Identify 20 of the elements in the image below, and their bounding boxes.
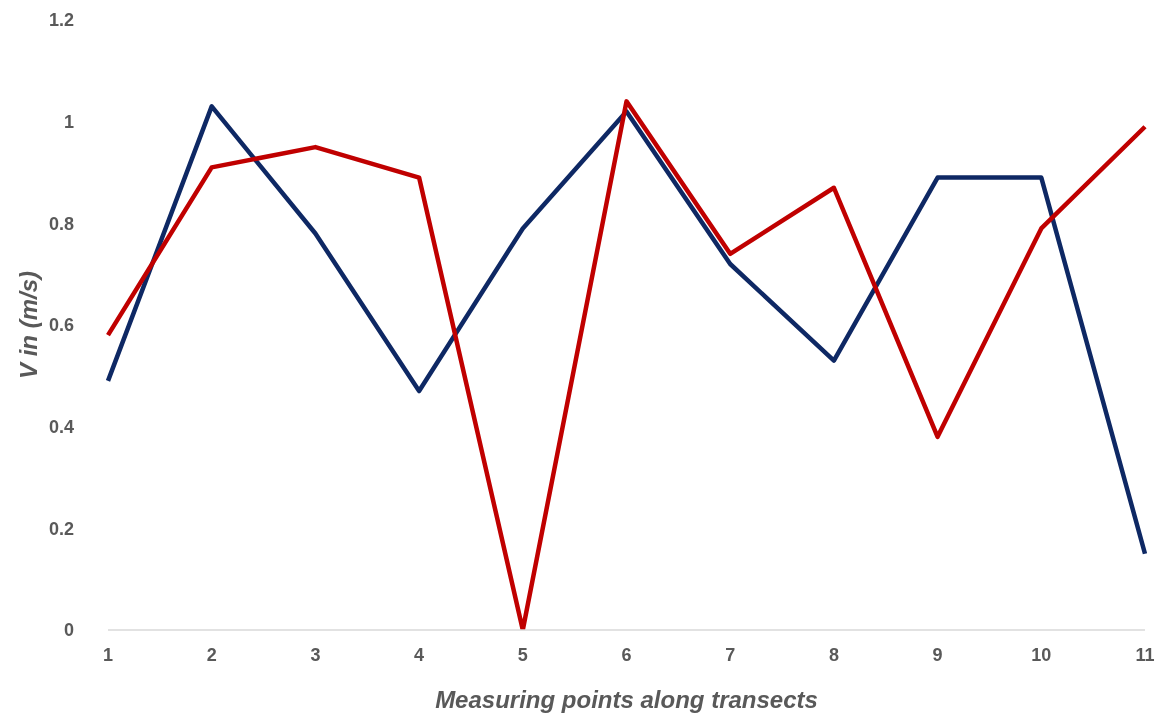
x-tick-label: 10: [1031, 644, 1052, 665]
x-tick-label: 7: [725, 644, 736, 665]
x-tick-label: 8: [828, 644, 839, 665]
y-tick-label: 0.4: [48, 417, 74, 438]
x-tick-label: 2: [206, 644, 217, 665]
x-tick-label: 3: [310, 644, 321, 665]
x-tick-label: 9: [932, 644, 943, 665]
x-axis-title: Measuring points along transects: [435, 686, 818, 713]
x-tick-label: 6: [621, 644, 632, 665]
y-axis-title: V in (m/s): [14, 270, 42, 380]
x-tick-label: 4: [414, 644, 425, 665]
y-tick-label: 1: [63, 112, 74, 133]
x-tick-label: 5: [517, 644, 528, 665]
y-tick-label: 0.6: [48, 315, 74, 336]
x-tick-label: 1: [102, 644, 114, 665]
y-tick-label: 0.8: [48, 213, 74, 234]
y-tick-label: 0.2: [48, 518, 74, 539]
y-tick-label: 1.2: [48, 10, 74, 31]
x-tick-label: 11: [1135, 644, 1155, 665]
y-tick-label: 0: [63, 620, 74, 641]
